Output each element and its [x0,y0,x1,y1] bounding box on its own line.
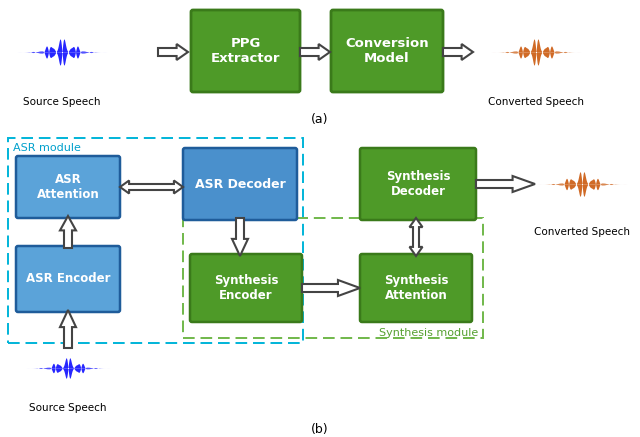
Bar [8,138,303,343]
FancyBboxPatch shape [360,148,476,220]
Text: Synthesis
Encoder: Synthesis Encoder [214,274,278,302]
Polygon shape [476,176,535,192]
Text: Source Speech: Source Speech [23,97,100,107]
Polygon shape [158,44,188,60]
Text: Synthesis
Attention: Synthesis Attention [384,274,448,302]
FancyBboxPatch shape [16,156,120,218]
Polygon shape [232,218,248,256]
Polygon shape [60,310,76,348]
Text: Synthesis module: Synthesis module [379,328,478,338]
Polygon shape [60,216,76,248]
FancyBboxPatch shape [331,10,443,92]
Bar [183,218,483,338]
Text: (b): (b) [311,423,329,437]
Text: Synthesis
Decoder: Synthesis Decoder [386,170,451,198]
Text: (a): (a) [311,114,329,126]
Polygon shape [443,44,473,60]
Polygon shape [302,280,360,296]
Text: ASR module: ASR module [13,143,81,153]
FancyBboxPatch shape [16,246,120,312]
Polygon shape [410,218,422,256]
Text: Source Speech: Source Speech [29,403,107,413]
FancyBboxPatch shape [190,254,302,322]
Text: Converted Speech: Converted Speech [488,97,584,107]
Text: Converted Speech: Converted Speech [534,227,630,237]
Text: ASR Encoder: ASR Encoder [26,273,110,285]
Polygon shape [300,44,330,60]
FancyBboxPatch shape [191,10,300,92]
Text: ASR Decoder: ASR Decoder [195,177,285,191]
Text: Conversion
Model: Conversion Model [345,37,429,65]
Text: PPG
Extractor: PPG Extractor [211,37,280,65]
FancyBboxPatch shape [183,148,297,220]
Text: ASR
Attention: ASR Attention [36,173,99,201]
Polygon shape [120,180,183,194]
FancyBboxPatch shape [360,254,472,322]
